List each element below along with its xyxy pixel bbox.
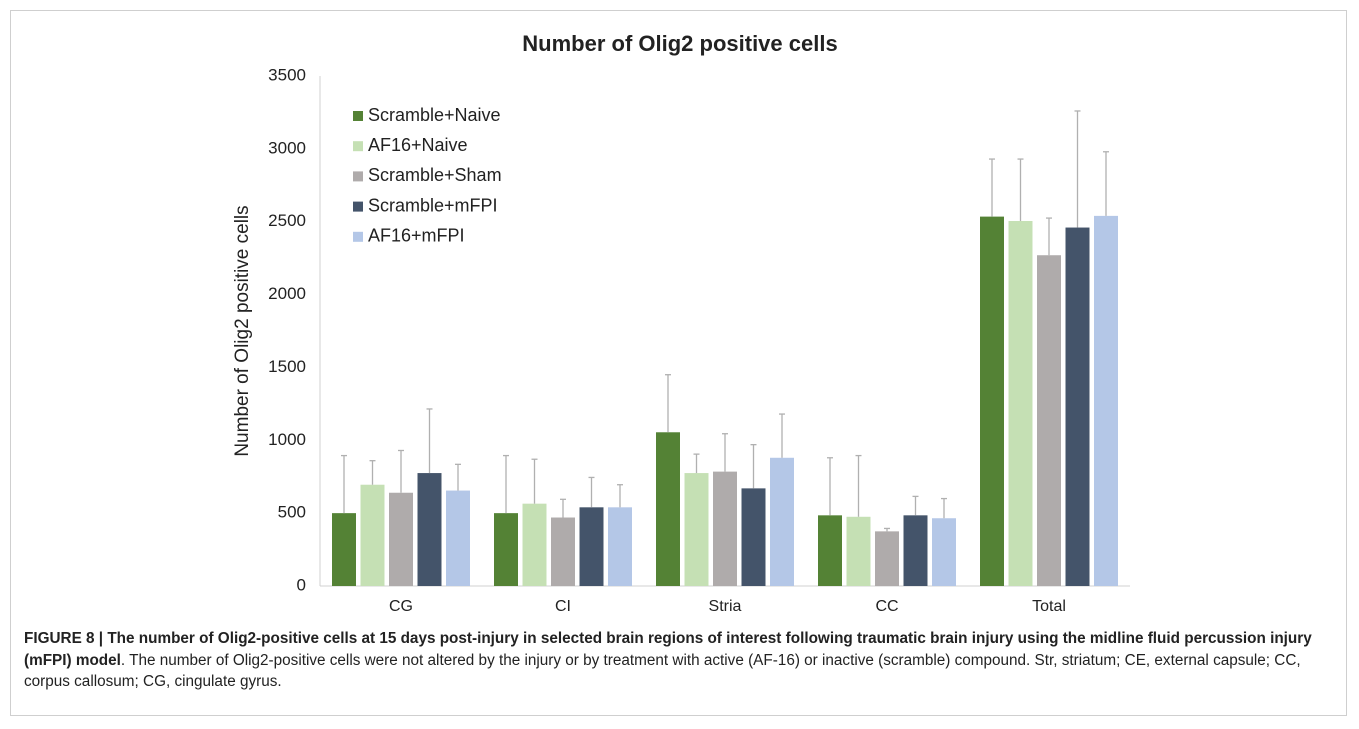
bar xyxy=(332,513,356,586)
legend-label: Scramble+Sham xyxy=(368,165,502,185)
legend-swatch xyxy=(353,171,363,182)
bar xyxy=(1065,227,1090,587)
bar xyxy=(360,484,385,586)
legend-swatch xyxy=(353,111,363,121)
x-tick-label: CG xyxy=(389,598,413,615)
y-tick-label: 3500 xyxy=(268,65,306,84)
bar xyxy=(1037,255,1061,586)
legend-swatch xyxy=(353,141,363,152)
bar xyxy=(656,432,680,586)
y-tick-label: 500 xyxy=(278,503,306,522)
x-tick-label: Total xyxy=(1032,598,1066,615)
bar xyxy=(875,531,899,586)
bar xyxy=(417,473,442,586)
y-tick-label: 1000 xyxy=(268,430,306,449)
x-tick-label: Stria xyxy=(709,598,742,615)
y-tick-label: 3000 xyxy=(268,138,306,157)
bar xyxy=(903,515,928,586)
bar xyxy=(522,503,547,586)
legend-label: AF16+mFPI xyxy=(368,226,465,246)
y-axis-label: Number of Olig2 positive cells xyxy=(232,205,253,456)
legend-swatch xyxy=(353,231,363,242)
legend-swatch xyxy=(353,201,363,212)
y-tick-label: 0 xyxy=(297,575,306,594)
x-tick-label: CI xyxy=(555,598,571,615)
y-tick-label: 2000 xyxy=(268,284,306,303)
chart: Number of Olig2 positive cells Number of… xyxy=(232,31,1130,615)
bar xyxy=(1094,215,1118,586)
bar xyxy=(684,473,709,586)
chart-title: Number of Olig2 positive cells xyxy=(522,31,837,56)
legend-label: Scramble+Naive xyxy=(368,105,501,125)
bar xyxy=(818,515,842,586)
bar xyxy=(713,471,737,586)
bar xyxy=(980,216,1004,586)
caption: FIGURE 8 | The number of Olig2-positive … xyxy=(24,628,1334,693)
bar xyxy=(1008,220,1033,586)
caption-bold: The number of Olig2-positive cells at 15… xyxy=(24,630,1312,669)
bar xyxy=(846,516,871,586)
legend-label: Scramble+mFPI xyxy=(368,195,498,215)
bar xyxy=(494,513,518,586)
x-tick-label: CC xyxy=(875,598,898,615)
y-tick-label: 1500 xyxy=(268,357,306,376)
legend-label: AF16+Naive xyxy=(368,135,468,155)
bar xyxy=(741,488,766,586)
bar xyxy=(608,507,632,586)
bar xyxy=(446,490,470,586)
bar xyxy=(389,492,413,586)
bar xyxy=(551,517,575,586)
caption-label: FIGURE 8 | xyxy=(24,630,104,647)
caption-text: . The number of Olig2-positive cells wer… xyxy=(24,651,1301,691)
figure-frame xyxy=(10,10,1347,716)
bar xyxy=(770,457,794,586)
y-tick-label: 2500 xyxy=(268,211,306,230)
bar xyxy=(579,507,604,586)
bar xyxy=(932,518,956,586)
